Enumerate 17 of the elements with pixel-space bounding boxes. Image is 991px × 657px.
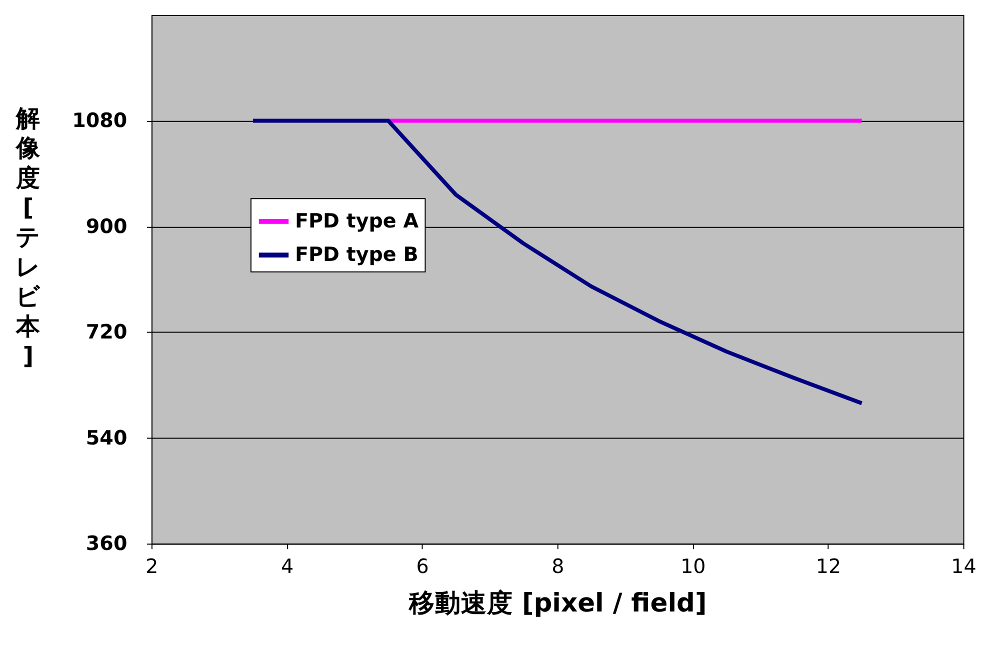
y-tick-label: 540: [86, 426, 128, 450]
text: 解像度 [テレビ本]: [16, 104, 41, 370]
x-tick-label: 2: [146, 554, 158, 578]
x-tick-label: 6: [416, 554, 429, 578]
line-series: [250, 118, 864, 406]
y-tick-label: 720: [86, 320, 128, 344]
legend-label: FPD type B: [295, 243, 418, 266]
x-tick-label: 4: [280, 554, 294, 578]
y-tick-label: 1080: [72, 109, 128, 132]
y-tick-label: 900: [86, 214, 128, 238]
x-tick-label: 8: [552, 554, 564, 578]
x-tick-label: 14: [951, 554, 976, 578]
legend-label: FPD type A: [295, 209, 420, 232]
y-tick-label: 360: [86, 532, 128, 556]
x-tick-label: 12: [816, 554, 842, 578]
x-axis-title: 移動速度 [pixel / field]: [408, 588, 707, 618]
x-tick-label: 10: [680, 554, 706, 578]
